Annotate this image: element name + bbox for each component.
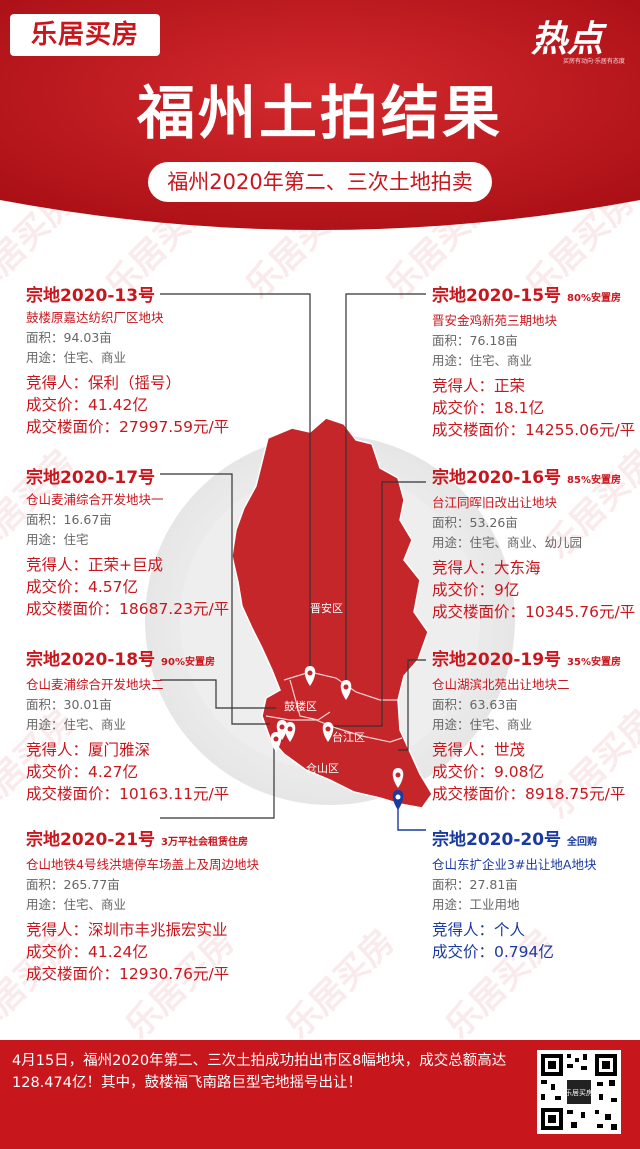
page-subtitle: 福州2020年第二、三次土地拍卖 bbox=[148, 162, 492, 202]
district-label-taijiang: 台江区 bbox=[332, 730, 365, 744]
plot-code: 宗地2020-21号 3万平社会租赁住房 bbox=[26, 830, 248, 850]
plot-price: 成交价：9.08亿 bbox=[432, 763, 545, 781]
plot-winner: 竞得人：大东海 bbox=[432, 559, 541, 577]
plot-card-21: 宗地2020-21号 3万平社会租赁住房 仓山地铁4号线洪塘停车场盖上及周边地块 … bbox=[26, 828, 259, 985]
plot-unit-price: 成交楼面价：18687.23元/平 bbox=[26, 600, 230, 618]
plot-price: 成交价：0.794亿 bbox=[432, 943, 554, 961]
plot-price: 成交价：41.24亿 bbox=[26, 943, 148, 961]
plot-winner: 竞得人：保利（摇号） bbox=[26, 374, 182, 392]
plot-unit-price: 成交楼面价：14255.06元/平 bbox=[432, 421, 636, 439]
pin-icon bbox=[284, 722, 296, 742]
plot-tag: 全回购 bbox=[567, 837, 598, 848]
plot-tag: 3万平社会租赁住房 bbox=[161, 837, 248, 848]
plot-winner: 竞得人：正荣+巨成 bbox=[26, 556, 163, 574]
leader-lines bbox=[160, 293, 426, 819]
plot-area: 面积：27.81亩 bbox=[432, 877, 518, 892]
plot-card-15: 宗地2020-15号 80%安置房 晋安金鸡新苑三期地块 面积：76.18亩 用途… bbox=[432, 284, 635, 441]
plot-unit-price: 成交楼面价：10345.76元/平 bbox=[432, 603, 636, 621]
plot-use: 用途：住宅、商业 bbox=[432, 353, 533, 368]
footer: 4月15日，福州2020年第二、三次土拍成功拍出市区8幅地块，成交总额高达128… bbox=[0, 1040, 640, 1149]
plot-card-19: 宗地2020-19号 35%安置房 仓山湖滨北苑出让地块二 面积：63.63亩 用… bbox=[432, 648, 625, 805]
plot-winner: 竞得人：厦门雅深 bbox=[26, 741, 151, 759]
plot-use: 用途：住宅、商业 bbox=[432, 717, 533, 732]
plot-area: 面积：53.26亩 bbox=[432, 515, 518, 530]
plot-price: 成交价：4.57亿 bbox=[26, 578, 139, 596]
plot-code: 宗地2020-19号 35%安置房 bbox=[432, 650, 621, 670]
map-pins bbox=[270, 666, 404, 810]
plot-tag: 90%安置房 bbox=[161, 657, 215, 668]
pin-icon bbox=[270, 732, 282, 752]
plot-use: 用途：住宅 bbox=[26, 532, 89, 547]
plot-unit-price: 成交楼面价：27997.59元/平 bbox=[26, 418, 230, 436]
plot-price: 成交价：18.1亿 bbox=[432, 399, 545, 417]
plot-use: 用途：住宅、商业 bbox=[26, 350, 127, 365]
district-label-gulou: 鼓楼区 bbox=[284, 699, 317, 713]
plot-unit-price: 成交楼面价：8918.75元/平 bbox=[432, 785, 626, 803]
plot-name: 仓山麦浦综合开发地块二 bbox=[26, 677, 164, 692]
plot-winner: 竞得人：正荣 bbox=[432, 377, 526, 395]
plot-card-16: 宗地2020-16号 85%安置房 台江同晖旧改出让地块 面积：53.26亩 用途… bbox=[432, 466, 635, 623]
plot-winner: 竞得人：世茂 bbox=[432, 741, 526, 759]
plot-name: 鼓楼原嘉达纺织厂区地块 bbox=[26, 310, 164, 325]
plot-tag: 35%安置房 bbox=[567, 657, 621, 668]
pin-icon bbox=[322, 722, 334, 742]
page-title: 福州土拍结果 bbox=[136, 79, 503, 147]
plot-use: 用途：住宅、商业 bbox=[26, 897, 127, 912]
plot-tag: 80%安置房 bbox=[567, 293, 621, 304]
pin-icon bbox=[340, 680, 352, 700]
plot-use: 用途：住宅、商业、幼儿园 bbox=[432, 535, 583, 550]
plot-code: 宗地2020-17号 bbox=[26, 468, 156, 488]
plot-card-13: 宗地2020-13号 鼓楼原嘉达纺织厂区地块 面积：94.03亩 用途：住宅、商… bbox=[26, 284, 229, 438]
plot-area: 面积：30.01亩 bbox=[26, 697, 112, 712]
plot-area: 面积：63.63亩 bbox=[432, 697, 518, 712]
qr-label: 乐居买房 bbox=[565, 1088, 593, 1097]
footer-summary: 4月15日，福州2020年第二、三次土拍成功拍出市区8幅地块，成交总额高达128… bbox=[12, 1053, 507, 1091]
plot-tag: 85%安置房 bbox=[567, 475, 621, 486]
plot-use: 用途：住宅、商业 bbox=[26, 717, 127, 732]
plot-name: 仓山东扩企业3#出让地A地块 bbox=[432, 857, 597, 872]
plot-card-17: 宗地2020-17号 仓山麦浦综合开发地块一 面积：16.67亩 用途：住宅 竞… bbox=[26, 466, 229, 620]
brand-logo: 乐居买房 bbox=[10, 14, 160, 56]
pin-icon bbox=[392, 768, 404, 788]
pin-icon-blue bbox=[392, 790, 404, 810]
plot-area: 面积：265.77亩 bbox=[26, 877, 120, 892]
plot-code: 宗地2020-20号 全回购 bbox=[432, 830, 598, 850]
plot-unit-price: 成交楼面价：10163.11元/平 bbox=[26, 785, 230, 803]
hot-badge-title: 热点 bbox=[531, 19, 604, 60]
district-label-jinan: 晋安区 bbox=[310, 601, 343, 615]
district-label-cangshan: 仓山区 bbox=[306, 761, 339, 775]
plot-name: 台江同晖旧改出让地块 bbox=[432, 495, 558, 510]
plot-price: 成交价：41.42亿 bbox=[26, 396, 148, 414]
plot-card-18: 宗地2020-18号 90%安置房 仓山麦浦综合开发地块二 面积：30.01亩 用… bbox=[26, 648, 229, 805]
plot-winner: 竞得人：个人 bbox=[432, 921, 526, 939]
plot-unit-price: 成交楼面价：12930.76元/平 bbox=[26, 965, 230, 983]
plot-area: 面积：94.03亩 bbox=[26, 330, 112, 345]
plot-use: 用途：工业用地 bbox=[432, 897, 520, 912]
plot-name: 仓山地铁4号线洪塘停车场盖上及周边地块 bbox=[26, 857, 259, 872]
hot-badge-slogan: 买房有动向·乐居有态度 bbox=[563, 58, 625, 65]
plot-name: 晋安金鸡新苑三期地块 bbox=[432, 313, 558, 328]
plot-card-20: 宗地2020-20号 全回购 仓山东扩企业3#出让地A地块 面积：27.81亩 用… bbox=[432, 828, 597, 963]
plot-area: 面积：16.67亩 bbox=[26, 512, 112, 527]
qr-code-icon: 乐居买房 bbox=[541, 1054, 617, 1130]
header: 乐居买房 热点 买房有动向·乐居有态度 福州土拍结果 福州2020年第二、三次土… bbox=[0, 0, 640, 238]
plot-name: 仓山麦浦综合开发地块一 bbox=[26, 492, 164, 507]
svg-text:乐居买房: 乐居买房 bbox=[278, 922, 402, 1046]
plot-area: 面积：76.18亩 bbox=[432, 333, 518, 348]
plot-winner: 竞得人：深圳市丰兆振宏实业 bbox=[26, 921, 228, 939]
plot-price: 成交价：4.27亿 bbox=[26, 763, 139, 781]
plot-name: 仓山湖滨北苑出让地块二 bbox=[432, 677, 570, 692]
plot-code: 宗地2020-15号 80%安置房 bbox=[432, 286, 621, 306]
plot-code: 宗地2020-16号 85%安置房 bbox=[432, 468, 621, 488]
qr-code[interactable]: 乐居买房 bbox=[537, 1050, 621, 1134]
plot-price: 成交价：9亿 bbox=[432, 581, 520, 599]
hot-badge: 热点 买房有动向·乐居有态度 bbox=[527, 12, 627, 68]
plot-code: 宗地2020-13号 bbox=[26, 286, 156, 306]
pin-icon bbox=[304, 666, 316, 686]
plot-code: 宗地2020-18号 90%安置房 bbox=[26, 650, 215, 670]
